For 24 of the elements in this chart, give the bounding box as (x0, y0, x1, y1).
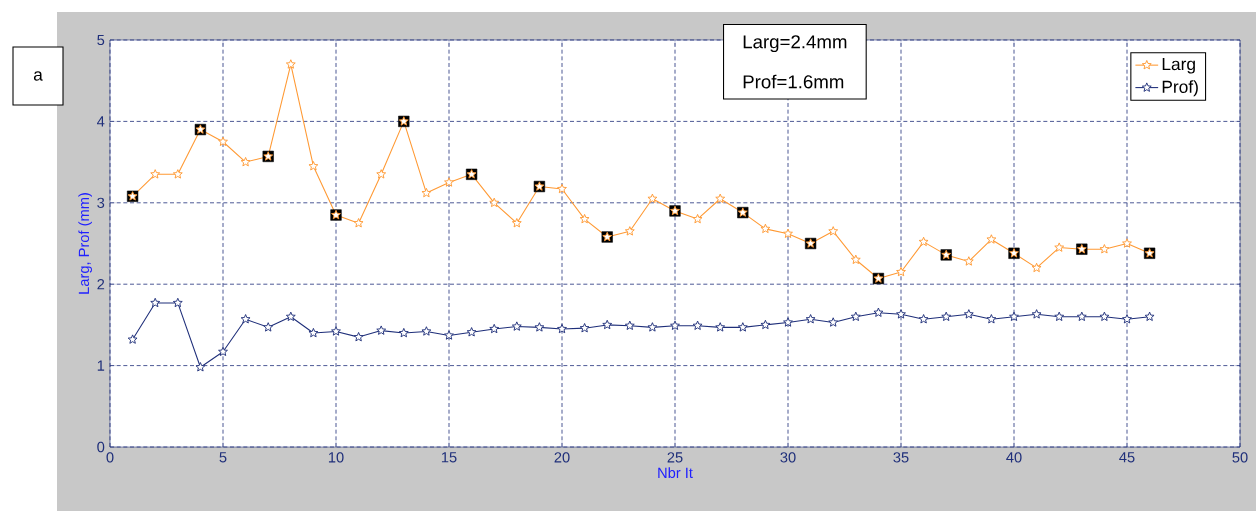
y-tick-label: 2 (97, 279, 105, 290)
x-tick-label: 15 (441, 452, 457, 463)
x-tick-label: 5 (219, 452, 227, 463)
legend-label: Larg (1162, 58, 1195, 74)
annotation: Prof=1.6mm (743, 74, 844, 89)
x-tick-label: 40 (1006, 452, 1022, 463)
legend-label: Prof) (1162, 80, 1198, 97)
y-axis-title: Larg, Prof (mm) (78, 193, 92, 294)
y-tick-label: 3 (97, 197, 105, 208)
y-tick-label: 0 (97, 441, 105, 453)
x-tick-label: 30 (780, 452, 796, 463)
x-tick-label: 10 (328, 452, 344, 463)
text: a (33, 71, 43, 81)
x-tick-label: 0 (106, 452, 114, 463)
y-tick-label: 4 (97, 116, 105, 127)
x-axis-title: Nbr It (658, 467, 693, 479)
x-tick-label: 20 (554, 452, 570, 463)
y-tick-label: 5 (97, 34, 105, 46)
x-tick-label: 35 (893, 452, 909, 463)
annotation: Larg=2.4mm (743, 35, 847, 53)
x-tick-label: 25 (667, 452, 683, 463)
x-tick-label: 50 (1232, 452, 1248, 463)
x-tick-label: 45 (1119, 452, 1135, 463)
y-tick-label: 1 (97, 360, 105, 371)
